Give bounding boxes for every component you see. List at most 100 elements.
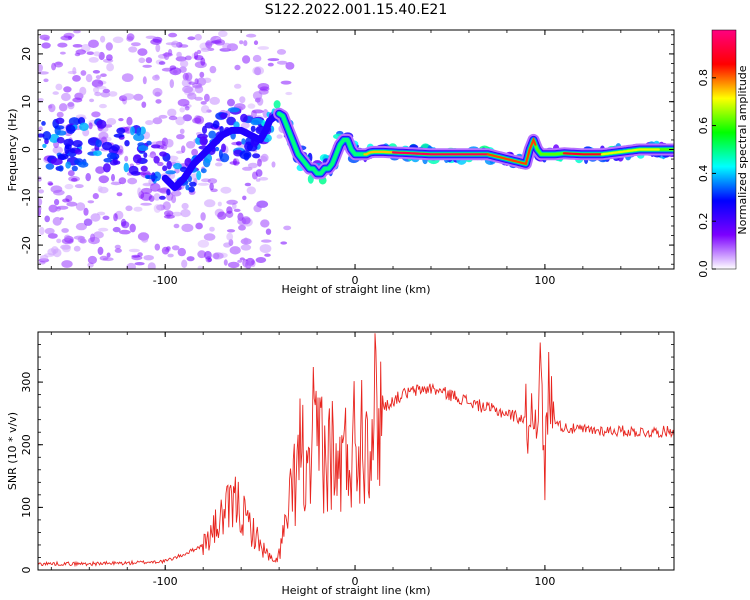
spectrogram-blob (221, 143, 226, 153)
spectrogram-blob (189, 181, 197, 187)
snr-ticks: -100 0 100 0 100 200 300 (20, 331, 674, 588)
spectrogram-blob (50, 158, 63, 166)
spectrogram-speckle (48, 204, 58, 213)
snr-panel: -100 0 100 0 100 200 300 Height of straight li… (6, 331, 675, 597)
spectrogram-speckle (137, 187, 142, 196)
snr-series-line (38, 333, 674, 568)
spectrogram-speckle (125, 205, 133, 212)
spectrogram-speckle (38, 198, 43, 206)
colorbar-ticks: 0.0 0.2 0.4 0.6 0.8 (697, 69, 716, 278)
spectrogram-speckle (95, 166, 105, 174)
spectrogram-speckle (99, 103, 107, 109)
spectrogram-speckle (75, 222, 87, 231)
spectrogram-blob (208, 130, 217, 139)
spectrogram-speckle (234, 64, 241, 71)
snr-y-tick-label: 300 (20, 372, 33, 393)
spectrogram-speckle (56, 205, 69, 210)
spectrogram-speckle (258, 177, 269, 181)
spectrogram-x-tick-label: 0 (352, 274, 359, 287)
spectrogram-speckle (171, 190, 182, 197)
spectrogram-speckle (52, 146, 64, 154)
spectrogram-speckle (179, 44, 189, 48)
spectrogram-blob (66, 124, 76, 134)
spectrogram-blob (214, 146, 220, 152)
spectrogram-blob (226, 116, 236, 126)
spectrogram-speckle (141, 101, 147, 108)
colorbar-tick-label: 0.8 (697, 69, 710, 87)
spectrogram-speckle (177, 98, 190, 107)
spectrogram-speckle (88, 122, 93, 130)
spectrogram-speckle (54, 61, 64, 68)
spectrogram-blob (137, 145, 149, 152)
spectrogram-speckle (209, 65, 217, 74)
spectrogram-speckle (153, 193, 161, 201)
spectrogram-speckle (73, 30, 81, 34)
spectrogram-speckle (182, 114, 192, 122)
spectrogram-speckle (44, 215, 50, 223)
spectrogram-speckle (61, 228, 69, 233)
spectrogram-blob (132, 154, 142, 164)
spectrogram-speckle (38, 126, 43, 132)
spectrogram-speckle (239, 257, 245, 261)
spectrogram-speckle (195, 222, 203, 230)
spectrogram-speckle (58, 103, 68, 112)
spectrogram-blob (64, 144, 72, 150)
spectrogram-ridge-core (486, 136, 537, 166)
spectrogram-speckle (114, 244, 121, 250)
spectrogram-speckle (97, 246, 104, 255)
spectrogram-speckle (232, 158, 237, 166)
spectrogram-speckle (238, 224, 246, 231)
spectrogram-speckle (92, 193, 99, 200)
spectrogram-speckle (162, 201, 171, 211)
spectrogram-speckle (67, 101, 75, 110)
spectrogram-speckle (131, 254, 141, 258)
spectrogram-speckle (179, 59, 189, 68)
spectrogram-speckle (79, 86, 87, 96)
spectrogram-speckle (129, 223, 136, 233)
spectrogram-speckle (237, 259, 243, 263)
spectrogram-speckle (181, 145, 186, 153)
spectrogram-speckle (205, 40, 213, 49)
spectrogram-speckle (95, 75, 102, 80)
spectrogram-speckle (163, 52, 170, 60)
spectrogram-speckle (202, 77, 212, 84)
spectrogram-speckle (285, 91, 293, 96)
figure-title: S122.2022.001.15.40.E21 (265, 2, 448, 18)
spectrogram-blob (140, 165, 148, 172)
spectrogram-blob (79, 122, 89, 131)
spectrogram-speckle (98, 227, 109, 232)
spectrogram-speckle (194, 115, 205, 125)
spectrogram-blob (239, 150, 252, 160)
snr-y-tick-label: 200 (20, 434, 33, 455)
spectrogram-blob (95, 139, 102, 148)
spectrogram-speckle (148, 195, 155, 202)
spectrogram-blob (65, 161, 71, 169)
spectrogram-speckle (85, 74, 93, 83)
spectrogram-speckle (197, 265, 203, 269)
spectrogram-speckle (145, 120, 154, 126)
spectrogram-speckle (185, 72, 193, 81)
spectrogram-speckle (145, 35, 157, 39)
spectrogram-speckle (105, 42, 113, 51)
spectrogram-blob (56, 130, 67, 136)
spectrogram-blob (109, 159, 119, 166)
spectrogram-speckle (194, 85, 204, 94)
spectrogram-blob (153, 156, 160, 164)
spectrogram-speckle (179, 107, 185, 113)
spectrogram-blob (166, 160, 172, 170)
spectrogram-speckle (43, 78, 49, 83)
spectrogram-speckle (127, 177, 138, 185)
spectrogram-blob (159, 195, 166, 200)
colorbar-tick-label: 0.0 (697, 260, 710, 278)
spectrogram-blob (220, 112, 227, 119)
spectrogram-speckle (85, 173, 91, 182)
spectrogram-blob (235, 141, 242, 146)
spectrogram-speckle (158, 61, 166, 65)
spectrogram-speckle (276, 134, 283, 139)
spectrogram-speckle (77, 236, 86, 243)
spectrogram-speckle (246, 186, 256, 195)
spectrogram-y-tick-label: -10 (20, 188, 33, 206)
spectrogram-speckle (239, 96, 246, 104)
spectrogram-speckle (140, 187, 153, 194)
spectrogram-speckle (38, 176, 42, 182)
